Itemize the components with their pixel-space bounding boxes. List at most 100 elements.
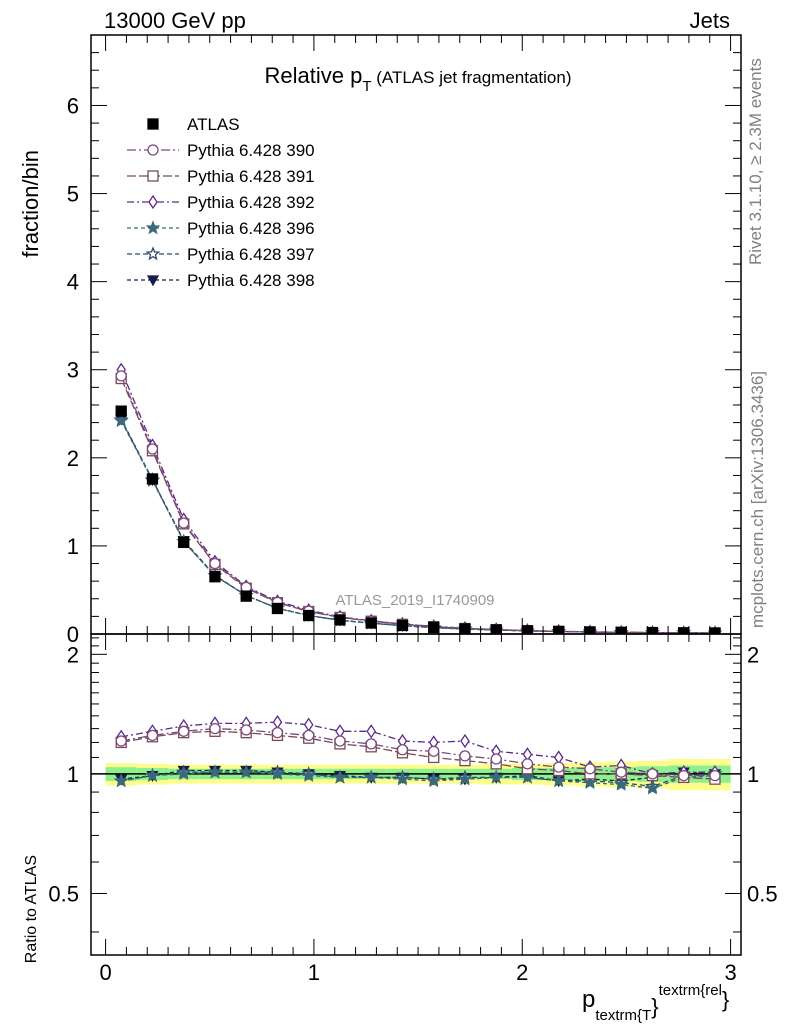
- main-ytick-label-0: 0: [67, 622, 79, 647]
- ratio-point-s0-5: [271, 727, 284, 739]
- ratio-point-s2-8-shape: [366, 724, 376, 739]
- ratio-point-s0-15-shape: [584, 763, 596, 775]
- main-point-s0-8-shape: [365, 617, 377, 629]
- ratio-point-s0-10: [428, 745, 440, 757]
- main-point-s0-15-shape: [584, 626, 596, 634]
- ratio-point-s3-3-shape: [207, 764, 223, 779]
- ratio-point-s0-18: [678, 769, 690, 782]
- ratio-point-s3-9: [395, 771, 410, 786]
- main-ytick-label-1: 1: [67, 534, 79, 559]
- main-point-s0-11: [459, 623, 471, 634]
- legend-marker-6-shape: [146, 275, 160, 287]
- main-point-s0-14: [553, 625, 565, 634]
- ratio-point-s3-15-shape: [582, 774, 598, 790]
- ratio-point-s3-17: [645, 780, 660, 795]
- ratio-point-s2-11: [460, 733, 470, 749]
- ratio-point-s3-8: [363, 769, 379, 784]
- main-ytick-label-5: 5: [67, 182, 79, 207]
- main-point-s0-1: [146, 473, 159, 485]
- main-point-s0-7-shape: [334, 614, 346, 626]
- main-point-s0-17-shape: [646, 626, 659, 634]
- ratio-point-s2-5-shape: [272, 714, 283, 730]
- legend-marker-4: [145, 220, 161, 235]
- main-point-s0-19: [709, 627, 721, 634]
- legend-marker-5-shape: [145, 246, 161, 261]
- ratio-point-s3-1-shape: [145, 767, 160, 782]
- ratio-frame: [90, 633, 742, 956]
- ratio-ytick-label-1: 1: [67, 762, 79, 787]
- main-point-s1-2-shape: [178, 517, 190, 529]
- legend-marker-0: [147, 118, 159, 130]
- rivet-label: Rivet 3.1.10, ≥ 2.3M events: [746, 58, 765, 265]
- main-point-s0-6-shape: [303, 609, 315, 622]
- legend-label-3: Pythia 6.428 392: [187, 193, 315, 212]
- main-point-s0-1-shape: [146, 473, 159, 485]
- main-point-s1-3-shape: [209, 557, 221, 570]
- ratio-point-s0-6-shape: [303, 729, 315, 742]
- ratio-point-s0-8-shape: [365, 738, 377, 750]
- title-main: Relative p: [264, 63, 362, 88]
- ratio-xtick-label-3: 3: [724, 960, 736, 985]
- main-point-s0-18: [678, 627, 690, 634]
- title-sub: T: [362, 78, 371, 95]
- ratio-point-s0-16-shape: [615, 766, 627, 778]
- ratio-point-s2-11-shape: [460, 733, 470, 749]
- legend-label-1: Pythia 6.428 390: [187, 141, 315, 160]
- ratio-xtick-label-1: 1: [308, 960, 320, 985]
- ratio-point-s0-17-shape: [646, 768, 659, 780]
- ratio-point-s0-19: [709, 769, 721, 782]
- main-point-s0-17: [646, 626, 659, 634]
- main-point-s0-14-shape: [553, 625, 565, 634]
- ratio-point-s0-12-shape: [490, 753, 502, 765]
- ratio-point-s0-17: [646, 768, 659, 780]
- ratio-point-s3-16-shape: [613, 776, 629, 791]
- ratio-point-s0-12: [490, 753, 502, 765]
- x-axis-label: ptextrm{T}textrm{rel}: [582, 982, 729, 1024]
- main-point-s0-0-shape: [115, 405, 127, 417]
- ratio-ytick-label-right-2: 2: [747, 642, 759, 667]
- ratio-point-s0-8: [365, 738, 377, 750]
- main-point-s0-7: [334, 614, 346, 626]
- ratio-point-s3-11-shape: [457, 771, 473, 786]
- main-point-s0-10: [428, 621, 440, 634]
- ratio-point-s3-9-shape: [395, 771, 410, 786]
- main-point-s1-1: [146, 443, 159, 455]
- ratio-point-s3-2: [176, 766, 192, 781]
- main-point-s0-5-shape: [271, 602, 284, 615]
- xlabel-sup: textrm{rel: [659, 982, 722, 999]
- main-point-s0-9-shape: [396, 619, 409, 632]
- xlabel-brace: }: [651, 994, 658, 1019]
- legend-label-0: ATLAS: [187, 115, 240, 134]
- ratio-series-line-3: [121, 771, 716, 789]
- ratio-point-s0-3-shape: [209, 722, 221, 735]
- ratio-point-s3-14: [551, 773, 567, 788]
- xlabel-sub: textrm{T: [595, 1007, 651, 1024]
- ratio-point-s3-6: [301, 767, 317, 782]
- analysis-watermark: ATLAS_2019_I1740909: [335, 592, 494, 609]
- legend-marker-3: [148, 194, 158, 210]
- ratio-point-s3-8-shape: [363, 769, 379, 784]
- ratio-point-s3-14-shape: [551, 773, 567, 788]
- ratio-point-s0-2-shape: [178, 725, 190, 737]
- ratio-y-label: Ratio to ATLAS: [23, 855, 40, 963]
- ratio-point-s3-6-shape: [301, 767, 317, 782]
- ratio-point-s3-16: [613, 776, 629, 791]
- ratio-point-s0-0-shape: [115, 735, 127, 747]
- ratio-point-s0-0: [115, 735, 127, 747]
- main-panel: 0 1 2 3 4 5 6: [67, 34, 742, 647]
- ratio-series-line-2: [121, 721, 715, 775]
- ratio-point-s3-0-shape: [113, 773, 129, 788]
- ratio-point-s3-13: [520, 769, 535, 784]
- ratio-point-s0-7: [334, 735, 346, 747]
- main-point-s0-10-shape: [428, 621, 440, 634]
- ratio-point-s3-10: [426, 773, 442, 788]
- ratio-point-s0-13: [521, 758, 534, 770]
- main-point-s0-11-shape: [459, 623, 471, 634]
- ratio-panel: 0.5 0.5 1 1 2 2 0 1 2 3: [48, 633, 778, 985]
- ratio-point-s0-18-shape: [678, 769, 690, 782]
- main-point-s4-0-shape: [113, 412, 129, 428]
- main-point-s0-6: [303, 609, 315, 622]
- main-point-s0-3: [209, 571, 221, 583]
- main-point-s0-4-shape: [240, 590, 252, 602]
- ratio-point-s0-16: [615, 766, 627, 778]
